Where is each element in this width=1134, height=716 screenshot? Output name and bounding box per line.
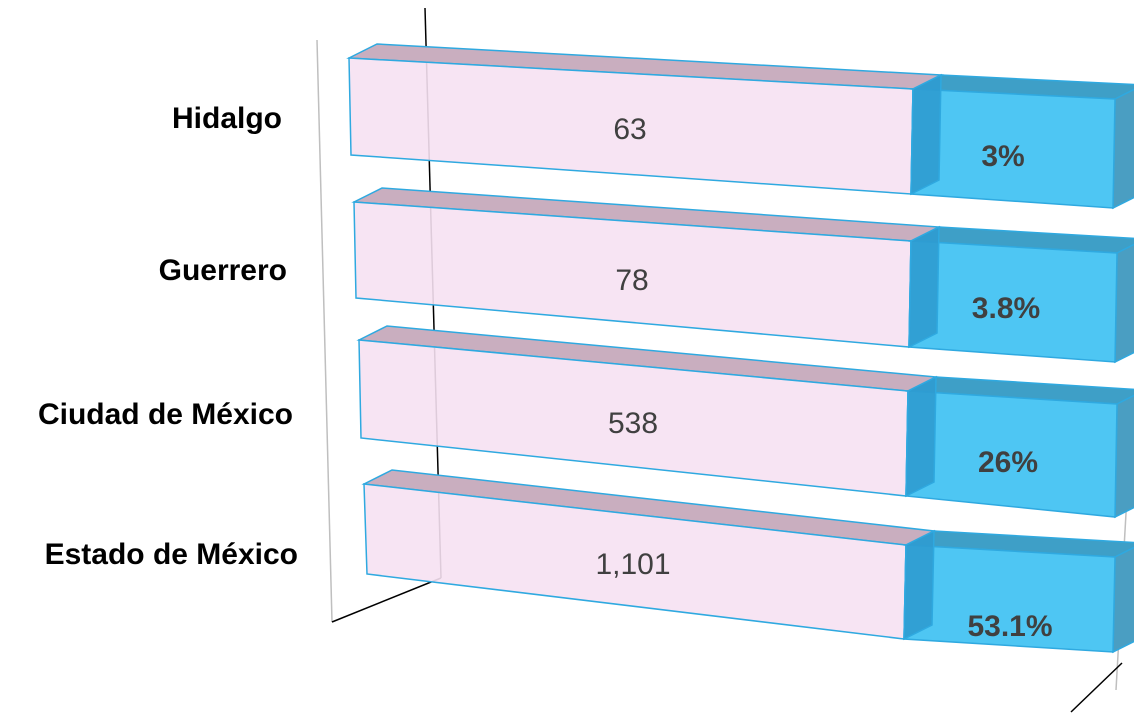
bar-side-percent-estado-de-mexico xyxy=(1112,546,1134,654)
bar-side-percent-guerrero xyxy=(1114,243,1134,364)
bar-side-percent-hidalgo xyxy=(1112,88,1134,210)
floor-left-edge xyxy=(331,577,442,623)
count-label-hidalgo: 63 xyxy=(613,113,646,146)
percent-label-ciudad-de-mexico: 26% xyxy=(978,446,1038,479)
bar-divider-guerrero xyxy=(908,225,940,349)
bar-divider-estado-de-mexico xyxy=(903,529,935,641)
category-label-ciudad-de-mexico: Ciudad de México xyxy=(38,398,293,431)
count-label-guerrero: 78 xyxy=(615,264,648,297)
category-label-guerrero: Guerrero xyxy=(159,254,287,287)
count-label-estado-de-mexico: 1,101 xyxy=(595,548,670,581)
bar-side-percent-ciudad-de-mexico xyxy=(1114,394,1134,519)
category-label-hidalgo: Hidalgo xyxy=(172,102,282,135)
percent-label-estado-de-mexico: 53.1% xyxy=(967,610,1052,643)
floor-right-edge xyxy=(1070,662,1123,713)
category-label-estado-de-mexico: Estado de México xyxy=(45,538,298,571)
percent-label-hidalgo: 3% xyxy=(981,140,1024,173)
back-wall-left-edge xyxy=(316,39,333,623)
percent-label-guerrero: 3.8% xyxy=(972,292,1040,325)
bar-divider-hidalgo xyxy=(910,73,942,196)
count-label-ciudad-de-mexico: 538 xyxy=(608,407,658,440)
bar-divider-ciudad-de-mexico xyxy=(905,375,937,498)
bars-layer xyxy=(346,43,1134,654)
